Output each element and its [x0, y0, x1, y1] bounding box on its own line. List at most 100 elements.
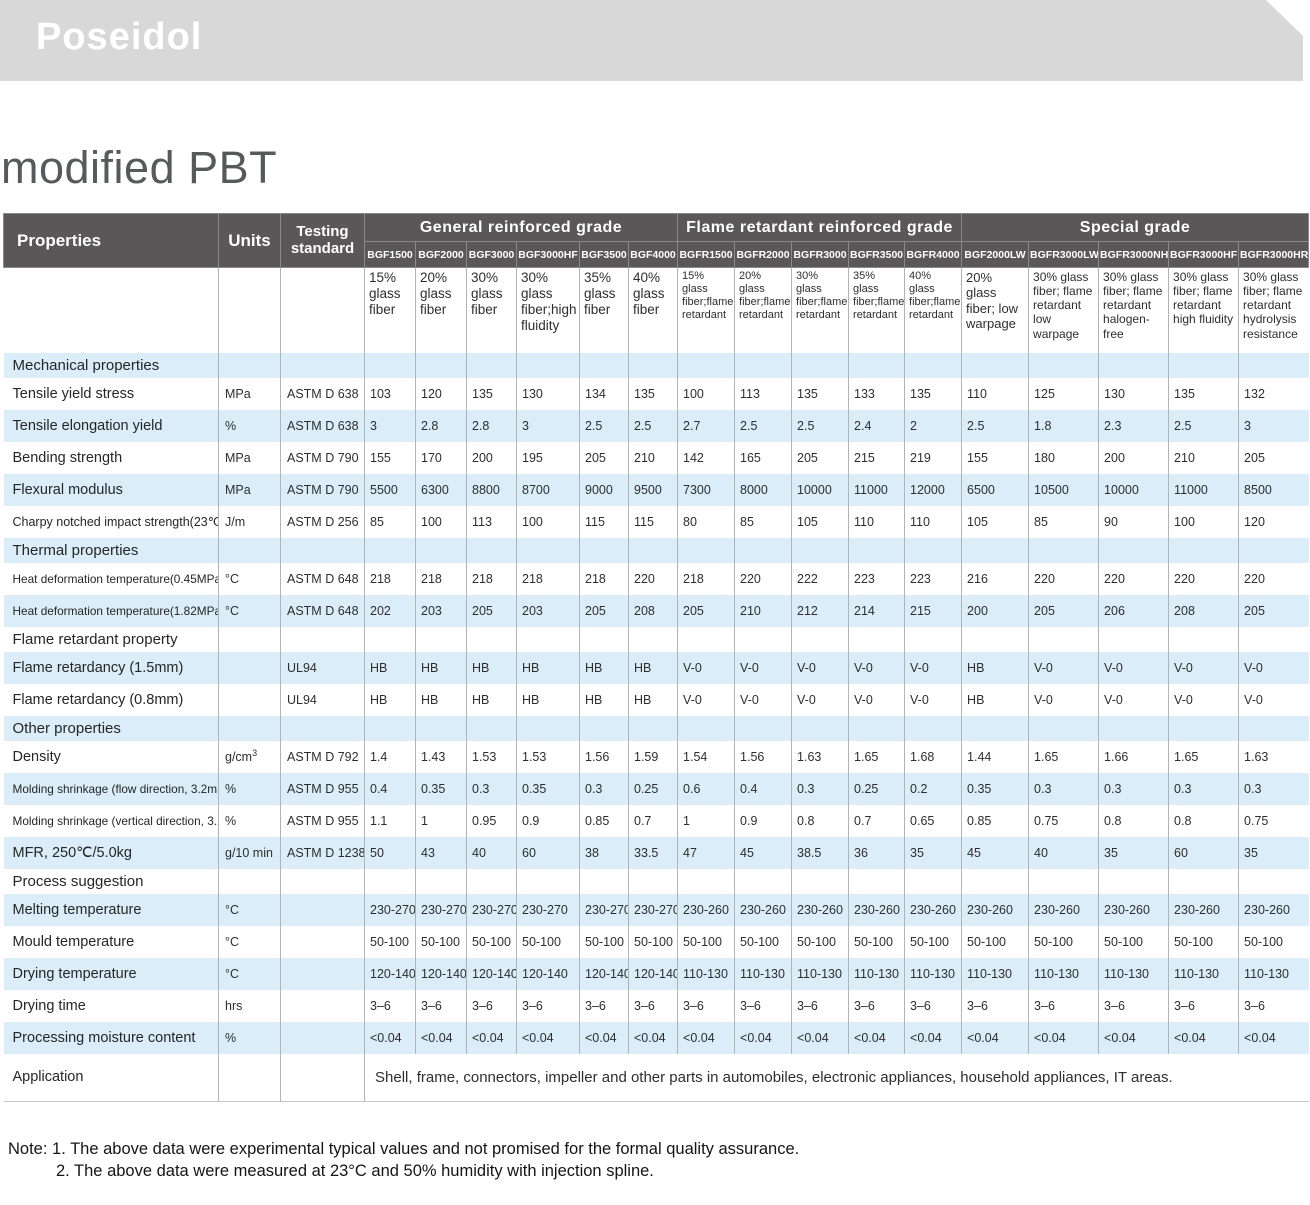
value-cell: 130: [516, 377, 580, 410]
grade-header: BGF2000LW: [961, 241, 1030, 268]
value-cell: 50-100: [627, 925, 679, 958]
empty-cell: [466, 626, 517, 652]
value-cell: 230-270: [364, 893, 416, 926]
data-row: Charpy notched impact strength(23℃) J/m AS…: [3, 505, 1309, 538]
grade-header: BGFR2000: [734, 241, 793, 268]
value-cell: 110-130: [848, 957, 906, 990]
value-cell: 35: [1098, 836, 1170, 869]
value-cell: 1.65: [848, 740, 906, 773]
value-cell: 205: [791, 441, 850, 474]
grade-header: BGFR3500: [848, 241, 906, 268]
value-cell: 120-140: [516, 957, 580, 990]
data-row: Drying time hrs 3–6 3–6 3–6 3–6 3–6 3–6 3–6 3–6 3–…: [3, 989, 1309, 1022]
value-cell: 135: [904, 377, 963, 410]
property-label: Mould temperature: [3, 925, 219, 958]
testing-standard-cell: [280, 957, 365, 990]
empty-cell: [579, 715, 629, 741]
value-cell: 3–6: [1238, 989, 1309, 1022]
value-cell: 90: [1098, 505, 1170, 538]
unit-cell: %: [218, 409, 281, 442]
value-cell: 125: [1028, 377, 1100, 410]
property-label: Processing moisture content: [3, 1021, 219, 1054]
empty-cell: [579, 626, 629, 652]
value-cell: 50-100: [579, 925, 629, 958]
value-cell: 1.54: [677, 740, 736, 773]
grade-header: BGFR3000HR: [1238, 241, 1310, 268]
empty-cell: [1028, 626, 1100, 652]
value-cell: 210: [734, 594, 793, 627]
grade-description: 30% glass fiber;flame retardant: [791, 267, 850, 353]
value-cell: 120-140: [466, 957, 517, 990]
value-cell: 223: [848, 562, 906, 595]
grade-header: BGF3500: [579, 241, 629, 268]
empty-cell: [848, 352, 906, 378]
value-cell: 0.4: [364, 772, 416, 805]
value-cell: 120-140: [364, 957, 416, 990]
value-cell: HB: [466, 651, 517, 684]
value-cell: 35: [904, 836, 963, 869]
value-cell: 218: [579, 562, 629, 595]
value-cell: 50-100: [415, 925, 467, 958]
value-cell: 218: [466, 562, 517, 595]
value-cell: 2.3: [1098, 409, 1170, 442]
grade-description: 20% glass fiber: [415, 267, 467, 353]
application-text: Shell, frame, connectors, impeller and o…: [363, 1053, 1309, 1102]
empty-cell: [848, 626, 906, 652]
value-cell: 218: [415, 562, 467, 595]
value-cell: 133: [848, 377, 906, 410]
grade-header: BGFR1500: [677, 241, 736, 268]
section-row: Flame retardant property: [3, 626, 1309, 652]
col-header-units: Units: [218, 213, 281, 268]
unit-cell: g/cm3: [218, 740, 281, 773]
grade-header: BGFR3000NH: [1098, 241, 1170, 268]
empty-cell: [961, 715, 1030, 741]
empty-cell: [1168, 626, 1240, 652]
unit-cell: °C: [218, 957, 281, 990]
data-row: Molding shrinkage (vertical direction, 3…: [3, 804, 1309, 837]
value-cell: <0.04: [466, 1021, 517, 1054]
value-cell: 110-130: [904, 957, 963, 990]
value-cell: 2.5: [791, 409, 850, 442]
value-cell: 130: [1098, 377, 1170, 410]
value-cell: 110-130: [1098, 957, 1170, 990]
value-cell: 205: [1028, 594, 1100, 627]
value-cell: 203: [415, 594, 467, 627]
value-cell: 5500: [364, 473, 416, 506]
value-cell: 110-130: [1168, 957, 1240, 990]
empty-cell: [734, 715, 793, 741]
property-label: Melting temperature: [3, 893, 219, 926]
col-header-properties: Properties: [3, 213, 219, 268]
value-cell: 142: [677, 441, 736, 474]
section-label: Flame retardant property: [3, 626, 219, 652]
empty-cell: [791, 352, 850, 378]
value-cell: 100: [415, 505, 467, 538]
empty-cell: [734, 537, 793, 563]
value-cell: HB: [579, 651, 629, 684]
value-cell: <0.04: [627, 1021, 679, 1054]
value-cell: 2.8: [466, 409, 517, 442]
grade-description: 20% glass fiber; low warpage: [961, 267, 1030, 353]
value-cell: V-0: [1238, 683, 1309, 716]
value-cell: 120-140: [415, 957, 467, 990]
empty-cell: [961, 626, 1030, 652]
grade-description: 30% glass fiber: [466, 267, 517, 353]
value-cell: 0.6: [677, 772, 736, 805]
empty-cell: [364, 352, 416, 378]
grade-description: 40% glass fiber: [627, 267, 679, 353]
empty-cell: [627, 352, 679, 378]
value-cell: HB: [364, 651, 416, 684]
testing-standard-cell: [280, 989, 365, 1022]
value-cell: 38: [579, 836, 629, 869]
value-cell: V-0: [791, 651, 850, 684]
empty-cell: [961, 352, 1030, 378]
property-label: Molding shrinkage (vertical direction, 3…: [3, 804, 219, 837]
empty-cell: [734, 868, 793, 894]
empty-cell: [1028, 352, 1100, 378]
value-cell: 205: [1238, 594, 1309, 627]
value-cell: 230-260: [961, 893, 1030, 926]
unit-cell: [218, 683, 281, 716]
empty-cell: [1028, 715, 1100, 741]
grade-header: BGF2000: [415, 241, 467, 268]
value-cell: 205: [677, 594, 736, 627]
empty-cell: [677, 626, 736, 652]
